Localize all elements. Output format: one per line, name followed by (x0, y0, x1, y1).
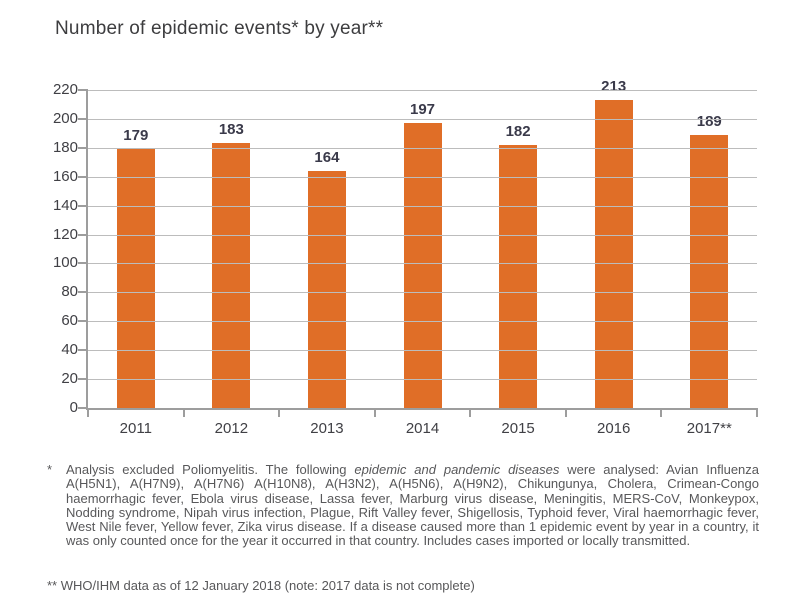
y-tick-160 (78, 175, 88, 178)
footnote-text-before-italic: Analysis excluded Poliomyelitis. The fol… (66, 462, 355, 477)
bar-value-label-2013: 164 (314, 148, 340, 166)
gridline-140 (88, 205, 757, 207)
x-axis-label-2017**: 2017** (686, 420, 732, 437)
y-tick-100 (78, 262, 88, 265)
gridline-100 (88, 263, 757, 265)
bar-2014 (403, 123, 442, 408)
gridline-200 (88, 118, 757, 120)
bar-value-label-2011: 179 (123, 127, 149, 145)
bar-slot-2016: 213 (566, 78, 662, 408)
bar-2013 (307, 170, 346, 408)
y-tick-180 (78, 146, 88, 149)
bar-2012 (212, 143, 251, 408)
y-tick-80 (78, 291, 88, 294)
x-axis-labels: 2011 2012 2013 2014 2015 2016 2017** (88, 420, 757, 437)
y-tick-0 (78, 407, 88, 409)
gridline-160 (88, 176, 757, 178)
y-tick-label-60: 60 (61, 312, 78, 330)
y-tick-60 (78, 320, 88, 323)
footnote-data-source: ** WHO/IHM data as of 12 January 2018 (n… (47, 578, 475, 593)
x-axis-label-2011: 2011 (119, 420, 152, 437)
y-tick-label-160: 160 (52, 167, 78, 185)
bars-container: 179 183 164 197 182 213 189 (88, 78, 757, 408)
x-axis-label-2014: 2014 (405, 420, 440, 437)
y-tick-label-140: 140 (52, 196, 78, 214)
gridline-40 (88, 350, 757, 352)
y-tick-label-40: 40 (61, 341, 78, 359)
y-tick-label-180: 180 (52, 138, 78, 156)
y-axis-line (86, 90, 88, 410)
x-tick-2 (278, 408, 281, 417)
gridline-120 (88, 234, 757, 236)
y-tick-label-200: 200 (52, 109, 78, 127)
bar-slot-2011: 179 (88, 90, 184, 408)
x-tick-7 (756, 408, 758, 417)
y-tick-label-220: 220 (52, 81, 78, 98)
bar-slot-2013: 164 (279, 90, 375, 408)
y-tick-120 (78, 233, 88, 236)
bar-2017** (690, 134, 729, 408)
footnote-analysis: * Analysis excluded Poliomyelitis. The f… (47, 462, 760, 549)
bar-value-label-2014: 197 (410, 101, 436, 119)
bar-slot-2015: 182 (470, 90, 566, 408)
y-tick-label-0: 0 (69, 399, 78, 416)
footnote-text-after-italic: were analysed: Avian Influenza A(H5N1), … (66, 462, 760, 549)
x-axis-label-2013: 2013 (310, 420, 344, 437)
footnote-italic-phrase: epidemic and pandemic diseases (354, 462, 560, 477)
x-tick-4 (469, 408, 472, 417)
gridline-180 (88, 147, 757, 149)
bar-chart-plot-area: 179 183 164 197 182 213 189 2011 2012 2013 2014 20… (53, 78, 758, 437)
bar-value-label-2016: 213 (601, 78, 627, 96)
x-tick-5 (564, 408, 567, 417)
x-axis-label-2012: 2012 (214, 420, 249, 437)
x-axis-label-2015: 2015 (501, 420, 535, 437)
x-tick-6 (660, 408, 663, 417)
x-tick-1 (182, 408, 185, 417)
x-axis-label-2016: 2016 (596, 420, 631, 437)
gridline-60 (88, 321, 757, 323)
footnote-marker: * (47, 462, 53, 477)
y-tick-label-120: 120 (52, 225, 78, 243)
bar-slot-2014: 197 (375, 90, 471, 408)
footnote-analysis-text: Analysis excluded Poliomyelitis. The fol… (66, 462, 760, 549)
bar-slot-2017**: 189 (661, 90, 757, 408)
gridline-20 (88, 379, 757, 381)
gridline-220 (88, 90, 757, 91)
bar-value-label-2017**: 189 (696, 112, 722, 130)
bar-value-label-2012: 183 (218, 121, 244, 139)
y-tick-220 (78, 89, 88, 91)
chart-title: Number of epidemic events* by year** (55, 18, 384, 39)
x-axis-line (86, 408, 757, 410)
gridline-80 (88, 292, 757, 294)
y-tick-label-100: 100 (52, 254, 78, 272)
x-tick-0 (87, 408, 89, 417)
y-tick-40 (78, 349, 88, 352)
y-tick-140 (78, 204, 88, 207)
y-tick-label-20: 20 (61, 370, 78, 388)
x-tick-3 (373, 408, 376, 417)
bar-2016 (594, 100, 633, 408)
y-tick-200 (78, 117, 88, 120)
y-tick-label-80: 80 (61, 283, 78, 301)
bar-2015 (499, 144, 538, 408)
bar-2011 (116, 149, 155, 408)
bar-slot-2012: 183 (184, 90, 280, 408)
bar-value-label-2015: 182 (505, 122, 531, 140)
y-tick-20 (78, 378, 88, 381)
